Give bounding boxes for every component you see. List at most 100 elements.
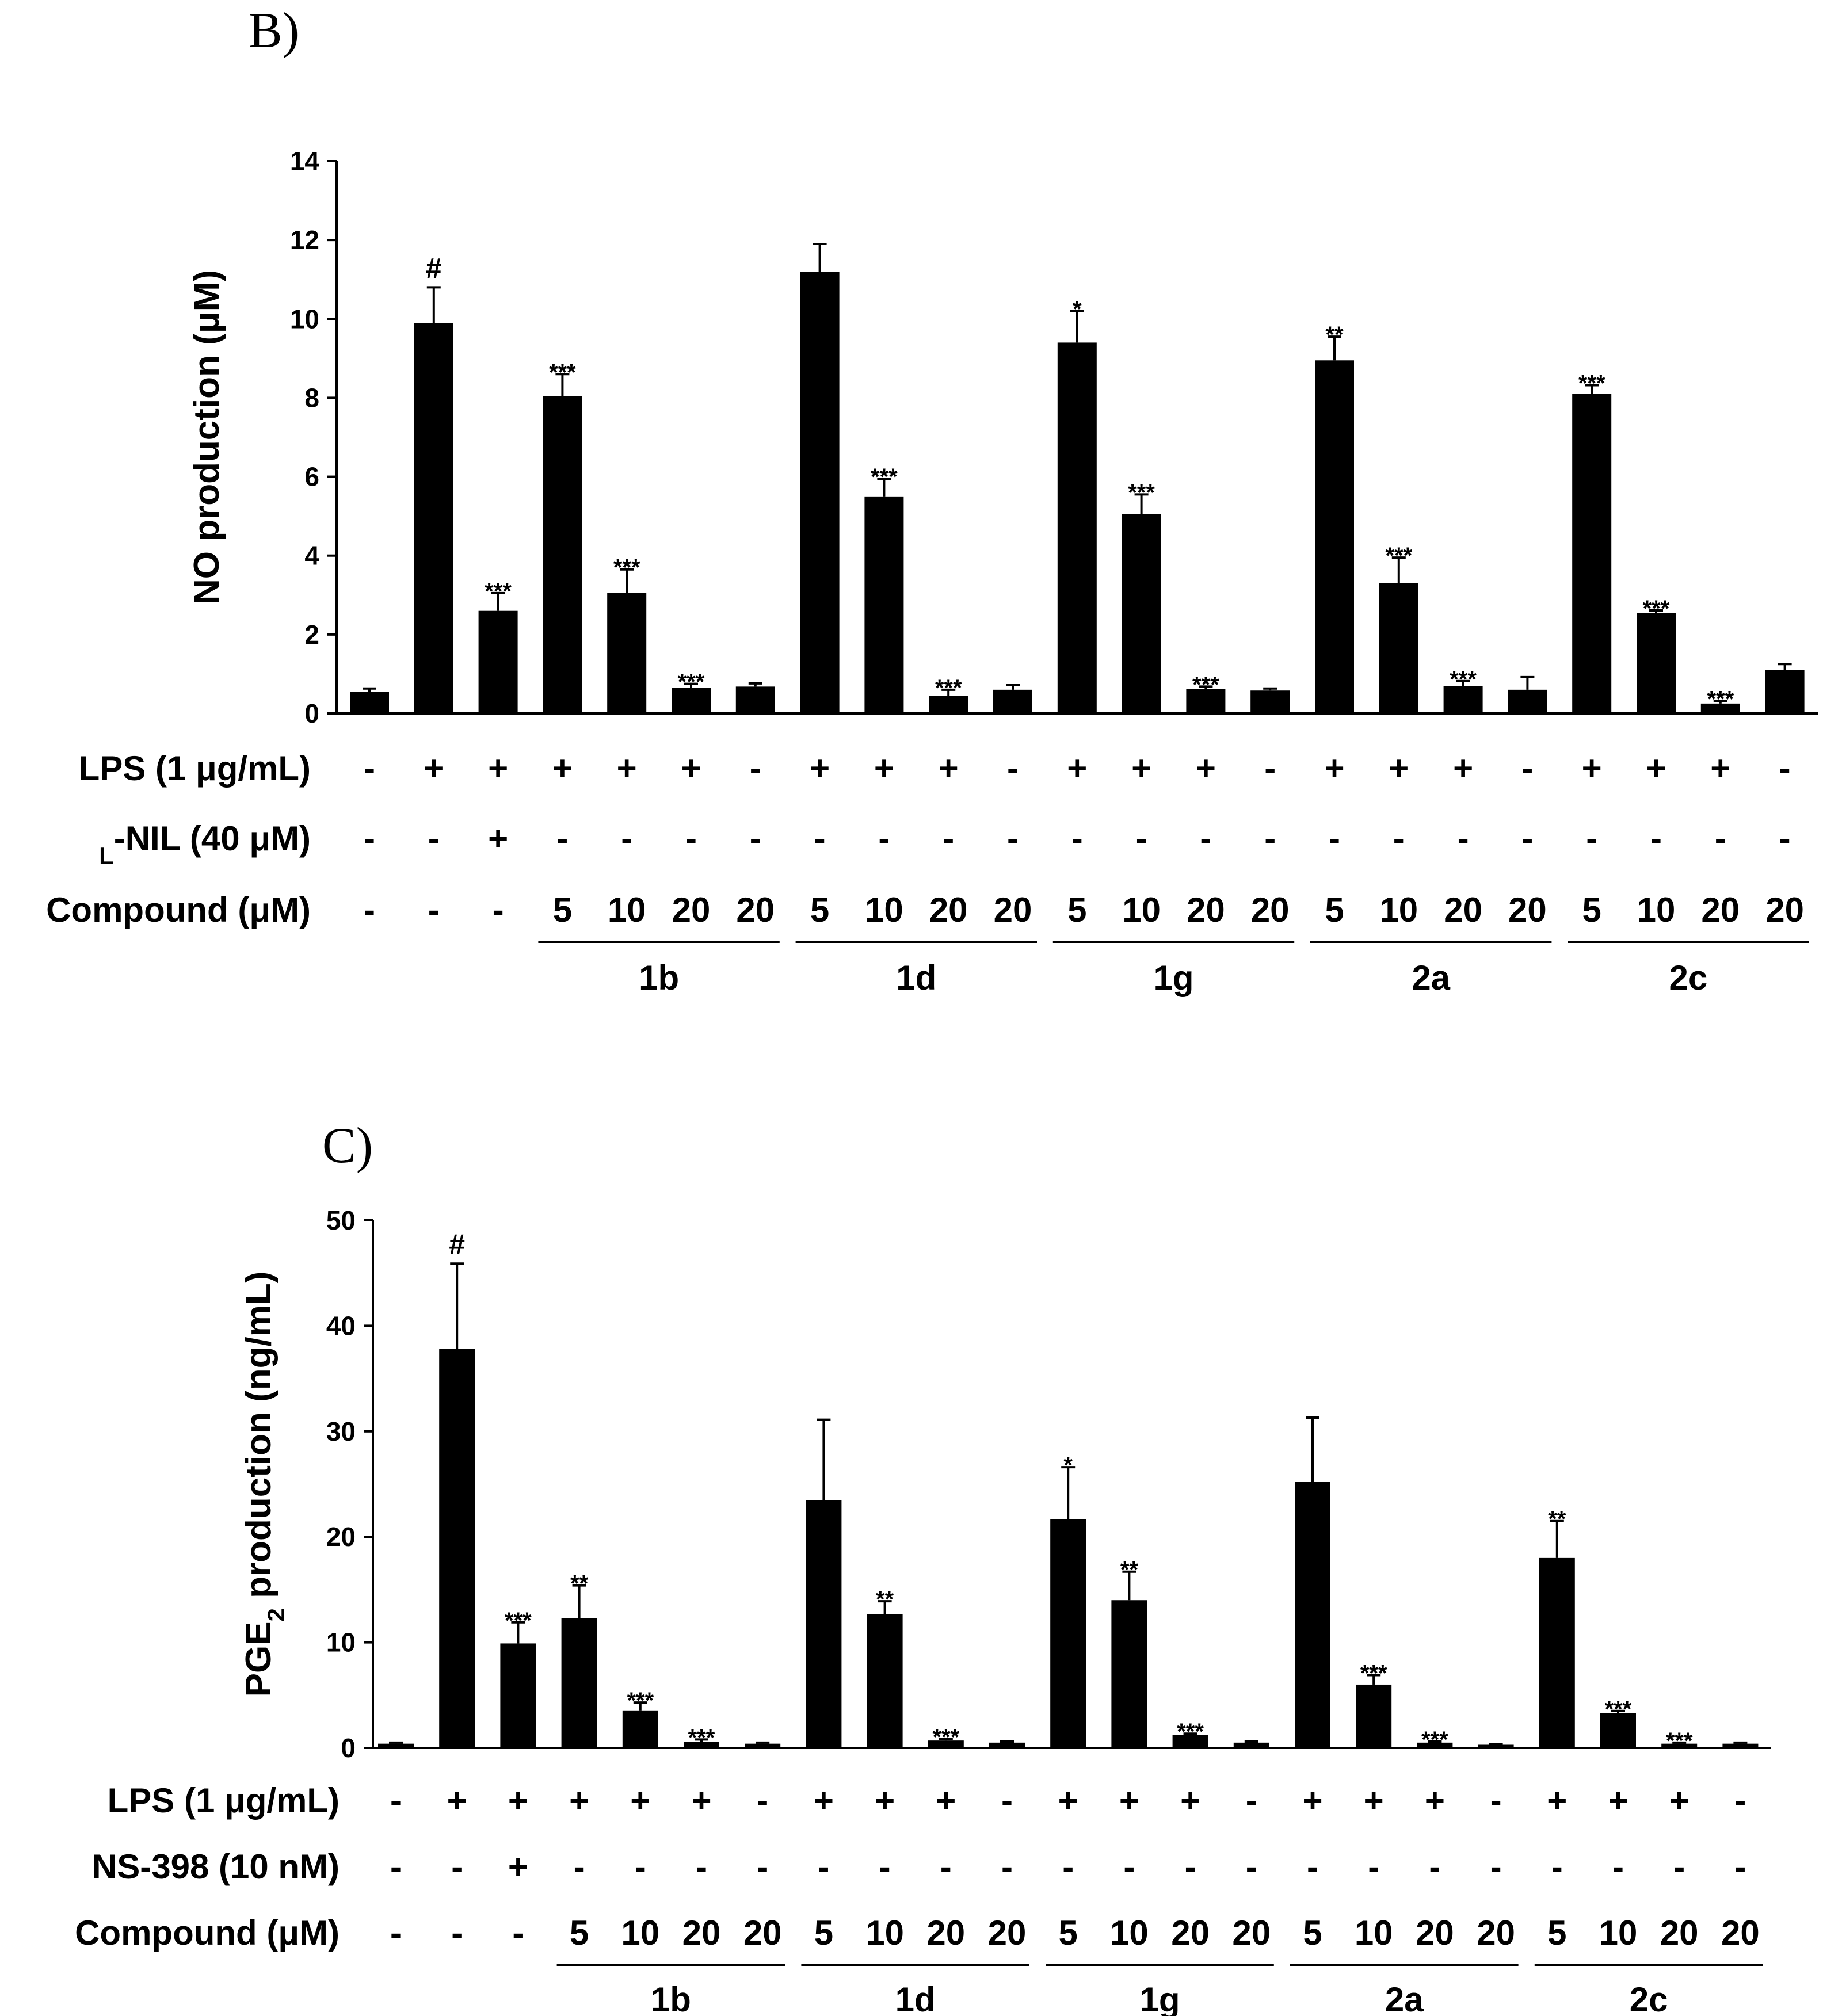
- bar: [1186, 689, 1226, 713]
- condition-value: -: [1551, 1847, 1563, 1886]
- condition-value: -: [621, 819, 632, 858]
- condition-value: 5: [1325, 891, 1344, 929]
- condition-value: +: [1646, 749, 1666, 788]
- significance-stars: ***: [1128, 480, 1155, 505]
- condition-value: +: [874, 749, 894, 788]
- significance-stars: ***: [1707, 687, 1734, 712]
- condition-value: +: [447, 1781, 467, 1820]
- condition-value: 20: [1444, 891, 1482, 929]
- condition-value: +: [1582, 749, 1602, 788]
- condition-value: -: [390, 1847, 402, 1886]
- group-label: 1b: [651, 1980, 691, 2016]
- bar: [1250, 690, 1290, 713]
- condition-value: +: [488, 819, 508, 858]
- bar: [864, 496, 904, 713]
- significance-stars: ***: [688, 1725, 715, 1750]
- condition-value: -: [1521, 819, 1533, 858]
- condition-value: 10: [608, 891, 646, 929]
- significance-stars: **: [1325, 322, 1344, 348]
- condition-value: -: [1264, 819, 1276, 858]
- bar: [439, 1349, 475, 1748]
- significance-stars: ***: [678, 670, 705, 695]
- y-tick-label: 12: [290, 225, 319, 255]
- condition-value: -: [685, 819, 697, 858]
- group-label: 1d: [895, 1980, 936, 2016]
- condition-value: 5: [570, 1914, 589, 1952]
- bar: [622, 1710, 658, 1748]
- bar: [1508, 689, 1547, 713]
- bar: [1478, 1744, 1514, 1748]
- condition-value: +: [630, 1781, 650, 1820]
- y-tick-label: 4: [304, 541, 319, 571]
- group-label: 2c: [1669, 959, 1708, 997]
- significance-hash: #: [426, 252, 442, 284]
- significance-stars: ***: [1578, 371, 1605, 396]
- condition-value: +: [1324, 749, 1344, 788]
- condition-value: -: [1368, 1847, 1379, 1886]
- condition-value: +: [1302, 1781, 1322, 1820]
- significance-stars: ***: [935, 675, 962, 701]
- condition-value: +: [810, 749, 830, 788]
- condition-value: +: [508, 1847, 528, 1886]
- condition-value: 5: [553, 891, 572, 929]
- significance-stars: **: [1120, 1557, 1139, 1583]
- condition-value: 20: [1416, 1914, 1454, 1952]
- condition-value: -: [696, 1847, 707, 1886]
- condition-value: -: [390, 1781, 402, 1820]
- bar: [1233, 1742, 1269, 1748]
- condition-value: -: [635, 1847, 646, 1886]
- condition-value: -: [1062, 1847, 1074, 1886]
- panel-label: B): [249, 3, 299, 59]
- condition-value: -: [1007, 749, 1019, 788]
- condition-value: +: [1453, 749, 1473, 788]
- condition-value: +: [875, 1781, 895, 1820]
- significance-stars: *: [1073, 297, 1082, 322]
- condition-value: +: [939, 749, 959, 788]
- condition-value: +: [936, 1781, 956, 1820]
- y-axis-title-main: PGE: [239, 1621, 279, 1697]
- condition-value: 5: [1067, 891, 1086, 929]
- condition-value: +: [617, 749, 637, 788]
- condition-value: -: [1393, 819, 1405, 858]
- bar: [543, 396, 582, 713]
- group-label: 1g: [1153, 959, 1193, 997]
- bar: [684, 1741, 719, 1748]
- y-tick-label: 8: [304, 383, 319, 413]
- significance-stars: ***: [1192, 672, 1219, 697]
- condition-value: -: [1490, 1781, 1502, 1820]
- condition-value: +: [1131, 749, 1151, 788]
- condition-value: 20: [929, 891, 968, 929]
- condition-value: -: [428, 891, 440, 929]
- condition-value: -: [451, 1847, 463, 1886]
- group-label: 2a: [1385, 1980, 1424, 2016]
- bar: [1722, 1743, 1759, 1748]
- bar: [1379, 583, 1418, 713]
- bar: [500, 1643, 536, 1748]
- y-axis-title-subscript: 2: [262, 1608, 289, 1621]
- condition-value: 10: [1599, 1914, 1638, 1952]
- significance-stars: ***: [1360, 1660, 1387, 1686]
- condition-value: +: [1669, 1781, 1689, 1820]
- condition-value: -: [1673, 1847, 1685, 1886]
- condition-value: +: [1608, 1781, 1628, 1820]
- condition-value: 20: [1171, 1914, 1210, 1952]
- condition-value: +: [1710, 749, 1730, 788]
- condition-value: -: [878, 819, 890, 858]
- condition-value: +: [1180, 1781, 1200, 1820]
- condition-value: -: [1429, 1847, 1440, 1886]
- condition-value: 20: [1721, 1914, 1760, 1952]
- y-tick-label: 0: [304, 698, 319, 728]
- bar: [1122, 514, 1161, 713]
- condition-value: -: [1458, 819, 1469, 858]
- condition-value: -: [556, 819, 568, 858]
- condition-label-text: LPS (1 μg/mL): [79, 749, 311, 788]
- bar: [867, 1614, 903, 1748]
- significance-stars: ***: [1605, 1697, 1632, 1722]
- bar: [1050, 1519, 1086, 1748]
- group-label: 1b: [639, 959, 679, 997]
- condition-value: +: [1067, 749, 1087, 788]
- condition-value: -: [1001, 1781, 1013, 1820]
- significance-stars: ***: [1643, 596, 1670, 621]
- condition-value: +: [681, 749, 701, 788]
